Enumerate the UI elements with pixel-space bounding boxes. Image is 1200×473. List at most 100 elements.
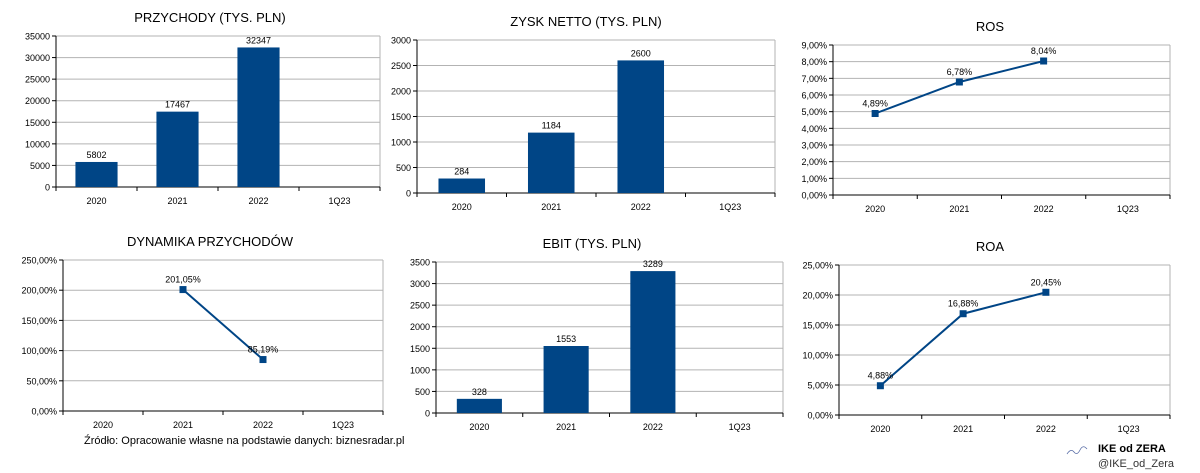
x-tick-label: 2022 [631, 202, 651, 212]
chart-1: PRZYCHODY (TYS. PLN) 0 5000 10000 15000 20000… [25, 10, 381, 206]
x-tick-label: 2020 [870, 424, 890, 434]
y-tick-label: 1500 [391, 112, 411, 122]
x-tick-label: 1Q23 [719, 202, 741, 212]
source-note: Źródło: Opracowanie własne na podstawie … [84, 435, 405, 447]
y-tick-label: 500 [396, 163, 411, 173]
bar [156, 111, 199, 187]
x-tick-label: 2020 [86, 196, 106, 206]
y-tick-label: 100,00% [21, 346, 57, 356]
data-label: 6,78% [947, 67, 973, 77]
data-point [959, 310, 967, 318]
y-tick-label: 5,00% [807, 381, 833, 391]
y-tick-label: 0,00% [801, 191, 827, 201]
bar [630, 271, 676, 413]
data-label: 3289 [643, 259, 663, 269]
chart-3: ROS 0,00% 1,00% 2,00% 3,00% 4,00% 5,00% 6,00% 7,… [801, 19, 1171, 214]
x-tick-label: 2020 [865, 204, 885, 214]
y-tick-label: 2,00% [801, 157, 827, 167]
y-tick-label: 2500 [391, 61, 411, 71]
y-tick-label: 30000 [25, 53, 50, 63]
y-tick-label: 35000 [25, 32, 50, 42]
x-tick-label: 2022 [643, 422, 663, 432]
bar [75, 161, 118, 187]
data-label: 85,19% [248, 345, 279, 355]
data-label: 284 [454, 167, 469, 177]
brand-handle: @IKE_od_Zera [1098, 458, 1174, 470]
x-tick-label: 1Q23 [1118, 424, 1140, 434]
x-tick-label: 2021 [949, 204, 969, 214]
y-tick-label: 0,00% [807, 411, 833, 421]
data-point [259, 356, 267, 364]
y-tick-label: 0 [45, 183, 50, 193]
y-tick-label: 25,00% [802, 261, 833, 271]
chart-title: PRZYCHODY (TYS. PLN) [134, 10, 285, 25]
data-point [1042, 288, 1050, 296]
chart-4: DYNAMIKA PRZYCHODÓW 0,00% 50,00% 100,00% 150… [21, 234, 384, 430]
chart-5: EBIT (TYS. PLN) 0 500 1000 1500 2000 2500 3000 3… [410, 236, 784, 432]
x-tick-label: 2020 [93, 420, 113, 430]
x-tick-label: 2022 [248, 196, 268, 206]
y-tick-label: 15,00% [802, 321, 833, 331]
bar [527, 132, 575, 193]
x-tick-label: 1Q23 [729, 422, 751, 432]
y-tick-label: 9,00% [801, 41, 827, 51]
data-point [876, 382, 884, 390]
y-tick-label: 4,00% [801, 124, 827, 134]
y-tick-label: 200,00% [21, 286, 57, 296]
y-tick-label: 50,00% [26, 376, 57, 386]
data-label: 201,05% [165, 275, 201, 285]
chart-title: ROS [976, 19, 1005, 34]
data-label: 4,88% [868, 371, 894, 381]
data-label: 16,88% [948, 299, 979, 309]
x-tick-label: 2021 [167, 196, 187, 206]
data-label: 20,45% [1031, 277, 1062, 287]
bar [438, 178, 486, 193]
bar [456, 398, 502, 413]
y-tick-label: 3000 [410, 279, 430, 289]
bar [237, 47, 280, 187]
y-tick-label: 5,00% [801, 107, 827, 117]
brand-name: IKE od ZERA [1098, 443, 1166, 455]
y-tick-label: 500 [415, 387, 430, 397]
chart-title: DYNAMIKA PRZYCHODÓW [127, 234, 294, 249]
y-tick-label: 3,00% [801, 141, 827, 151]
data-point [955, 78, 963, 86]
x-tick-label: 2022 [253, 420, 273, 430]
x-tick-label: 2022 [1034, 204, 1054, 214]
y-tick-label: 0 [425, 409, 430, 419]
y-tick-label: 20000 [25, 96, 50, 106]
series-line [182, 288, 264, 361]
x-tick-label: 1Q23 [332, 420, 354, 430]
x-tick-label: 2021 [556, 422, 576, 432]
data-point [179, 286, 187, 294]
x-tick-label: 2021 [953, 424, 973, 434]
y-tick-label: 3000 [391, 36, 411, 46]
y-tick-label: 20,00% [802, 291, 833, 301]
y-tick-label: 1000 [391, 138, 411, 148]
data-label: 328 [472, 387, 487, 397]
y-tick-label: 1500 [410, 344, 430, 354]
data-label: 17467 [165, 100, 190, 110]
y-tick-label: 250,00% [21, 256, 57, 266]
chart-2: ZYSK NETTO (TYS. PLN) 0 500 1000 1500 2000 250… [391, 14, 776, 212]
y-tick-label: 2000 [410, 322, 430, 332]
x-tick-label: 2020 [469, 422, 489, 432]
x-tick-label: 1Q23 [328, 196, 350, 206]
chart-6: ROA 0,00% 5,00% 10,00% 15,00% 20,00% 25,00% 202… [802, 239, 1171, 434]
y-tick-label: 10000 [25, 139, 50, 149]
data-point [1040, 57, 1048, 65]
x-tick-label: 2021 [173, 420, 193, 430]
data-label: 1184 [542, 121, 561, 131]
y-tick-label: 10,00% [802, 351, 833, 361]
y-tick-label: 0 [406, 189, 411, 199]
chart-title: EBIT (TYS. PLN) [543, 236, 642, 251]
y-tick-label: 2000 [391, 87, 411, 97]
y-tick-label: 15000 [25, 118, 50, 128]
y-tick-label: 0,00% [31, 407, 57, 417]
signature-mark [1066, 446, 1088, 455]
y-tick-label: 25000 [25, 75, 50, 85]
x-tick-label: 1Q23 [1117, 204, 1139, 214]
data-label: 32347 [246, 35, 271, 45]
y-tick-label: 2500 [410, 301, 430, 311]
x-tick-label: 2020 [452, 202, 472, 212]
